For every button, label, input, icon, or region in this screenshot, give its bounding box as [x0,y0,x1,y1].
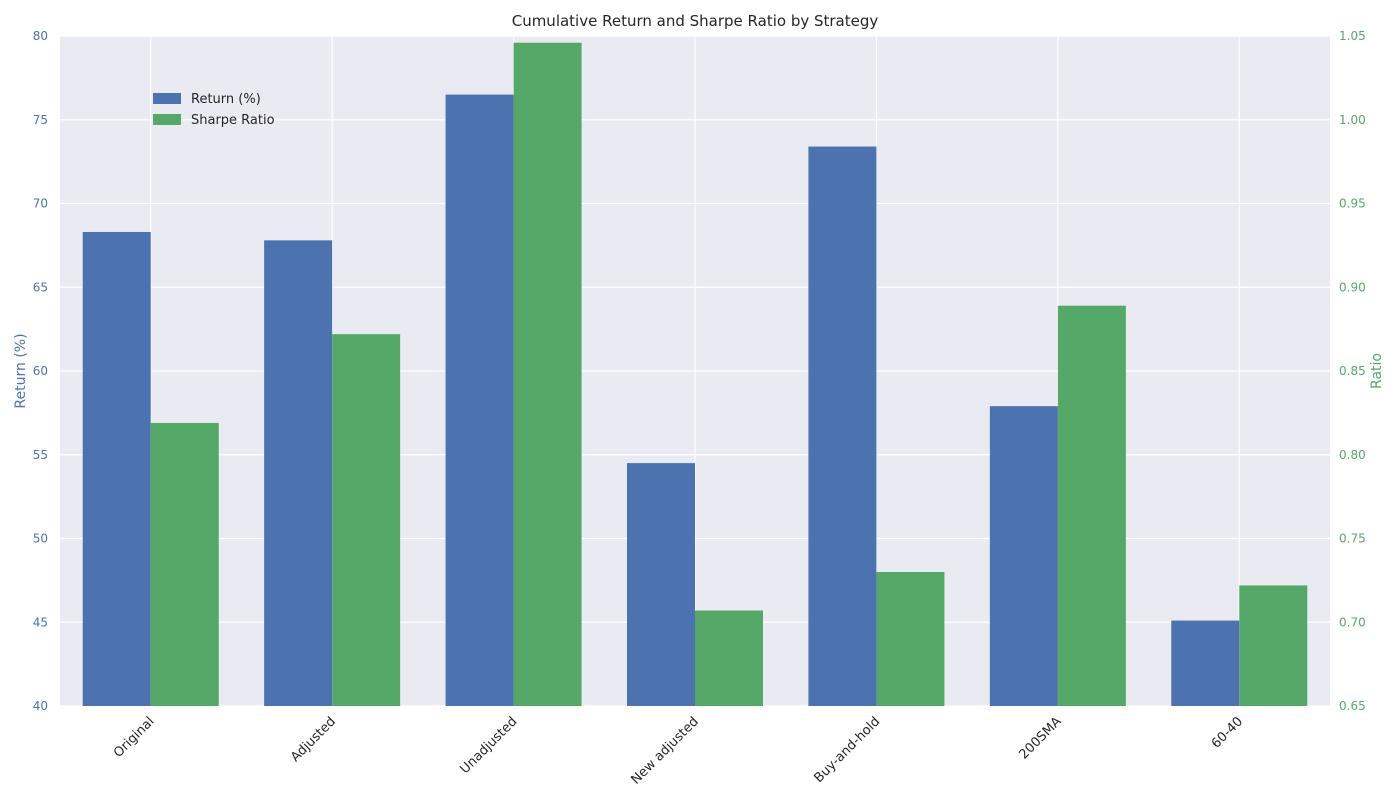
bar-return [989,406,1058,706]
right-tick-label: 0.95 [1339,197,1366,211]
bar-sharpe-ratio [695,610,763,706]
x-tick-label: Adjusted [288,714,339,765]
bar-return [264,240,333,706]
legend-swatch-sharpe [153,114,181,125]
right-axis-label: Ratio [1369,353,1385,389]
x-axis-ticks: Original Adjusted Unadjusted New adjusted Bu… [111,714,1246,787]
left-tick-label: 40 [33,699,48,713]
left-axis-label: Return (%) [13,333,29,408]
right-tick-label: 0.85 [1339,364,1366,378]
bar-return [1171,620,1240,706]
right-tick-label: 0.75 [1339,532,1366,546]
right-tick-label: 0.80 [1339,448,1366,462]
bar-sharpe-ratio [1239,585,1308,706]
right-tick-label: 0.90 [1339,280,1366,294]
bar-sharpe-ratio [876,572,945,706]
x-tick-label: 200SMA [1016,714,1064,762]
bar-return [808,146,877,707]
right-axis-ticks: 0.65 0.70 0.75 0.80 0.85 0.90 0.95 1.00 1.05 [1339,29,1366,713]
bar-return [445,94,514,706]
bar-sharpe-ratio [1057,305,1126,706]
left-tick-label: 75 [33,113,48,127]
left-tick-label: 80 [33,29,48,43]
bar-return [627,463,695,706]
right-tick-label: 1.05 [1339,29,1366,43]
legend: Return (%) Sharpe Ratio [153,92,275,128]
bar-return [82,231,151,706]
left-tick-label: 60 [33,364,48,378]
right-tick-label: 0.70 [1339,615,1366,629]
left-tick-label: 45 [33,615,48,629]
x-tick-label: Original [111,714,158,761]
left-tick-label: 55 [33,448,48,462]
legend-label-return: Return (%) [191,92,261,107]
left-tick-label: 65 [33,280,48,294]
chart-title: Cumulative Return and Sharpe Ratio by St… [512,12,879,30]
bar-sharpe-ratio [150,422,219,706]
x-tick-label: 60-40 [1209,714,1246,751]
left-axis-ticks: 40 45 50 55 60 65 70 75 80 [33,29,48,713]
right-tick-label: 1.00 [1339,113,1366,127]
x-tick-label: Unadjusted [458,714,521,777]
bar-sharpe-ratio [332,334,401,706]
bars [82,42,1308,707]
legend-label-sharpe: Sharpe Ratio [191,113,275,128]
right-tick-label: 0.65 [1339,699,1366,713]
left-tick-label: 70 [33,197,48,211]
left-tick-label: 50 [33,532,48,546]
x-tick-label: New adjusted [629,714,702,787]
bar-sharpe-ratio [513,42,582,706]
legend-swatch-return [153,93,181,104]
x-tick-label: Buy-and-hold [811,714,883,786]
